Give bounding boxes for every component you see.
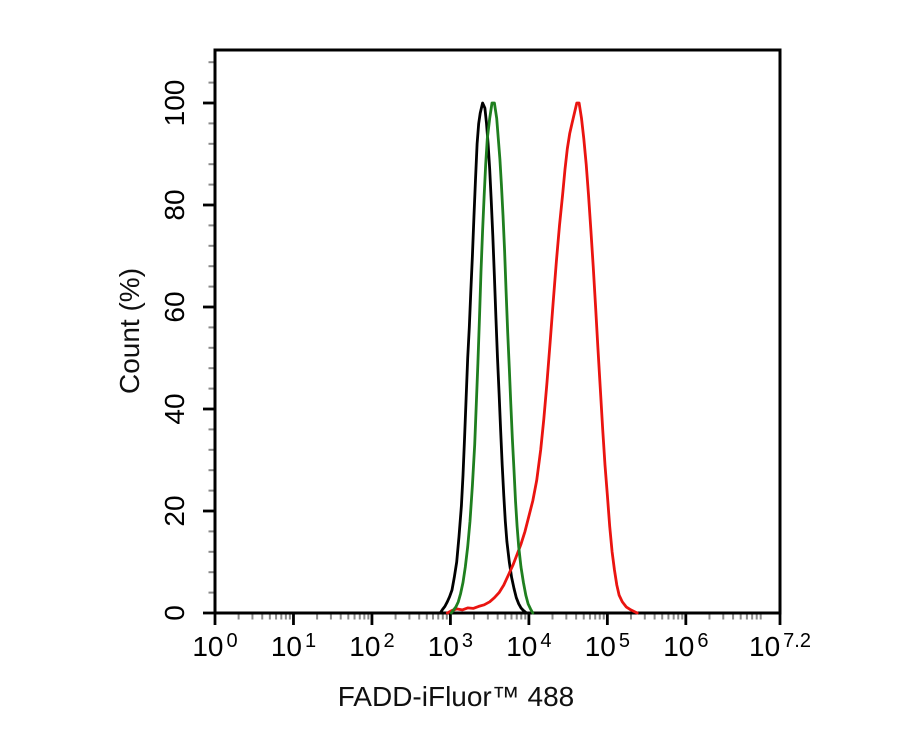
x-tick-exponent: 2 [383,630,395,652]
y-tick-label-20: 20 [159,495,190,527]
x-tick-label-10^5: 10 5 [584,630,630,662]
x-tick-label-10^7.2: 10 7.2 [749,630,811,662]
black-histogram-curve [438,101,528,615]
x-tick-base: 10 [749,631,781,662]
x-tick-label-10^1: 10 1 [270,630,317,662]
x-tick-label-10^3: 10 3 [427,630,474,662]
x-tick-exponent: 5 [618,630,630,652]
x-tick-label-10^6: 10 6 [663,630,709,662]
x-axis-title: FADD-iFluor™ 488 [337,681,575,712]
plot-frame [213,48,782,615]
y-tick-label-100: 100 [159,79,190,127]
x-tick-label-10^0: 10 0 [192,630,238,662]
x-tick-base: 10 [427,631,459,662]
x-tick-base: 10 [663,631,695,662]
y-tick-label-60: 60 [159,291,190,323]
y-tick-label-80: 80 [159,189,190,221]
x-tick-exponent: 4 [540,630,552,652]
x-tick-exponent: 1 [304,630,317,652]
y-axis-title: Count (%) [114,267,145,395]
x-tick-exponent: 7.2 [783,630,811,652]
y-tick-label-40: 40 [159,393,190,425]
x-tick-exponent: 0 [226,630,238,652]
x-tick-base: 10 [506,631,538,662]
red-histogram-curve [445,101,639,615]
x-tick-base: 10 [349,631,381,662]
x-tick-exponent: 6 [697,630,709,652]
x-tick-label-10^4: 10 4 [506,630,552,662]
x-tick-base: 10 [192,631,224,662]
green-histogram-curve [449,101,535,615]
x-tick-label-10^2: 10 2 [349,630,395,662]
y-tick-label-0: 0 [159,605,190,621]
x-tick-base: 10 [584,631,616,662]
x-tick-base: 10 [270,631,302,662]
x-tick-exponent: 3 [461,630,474,652]
